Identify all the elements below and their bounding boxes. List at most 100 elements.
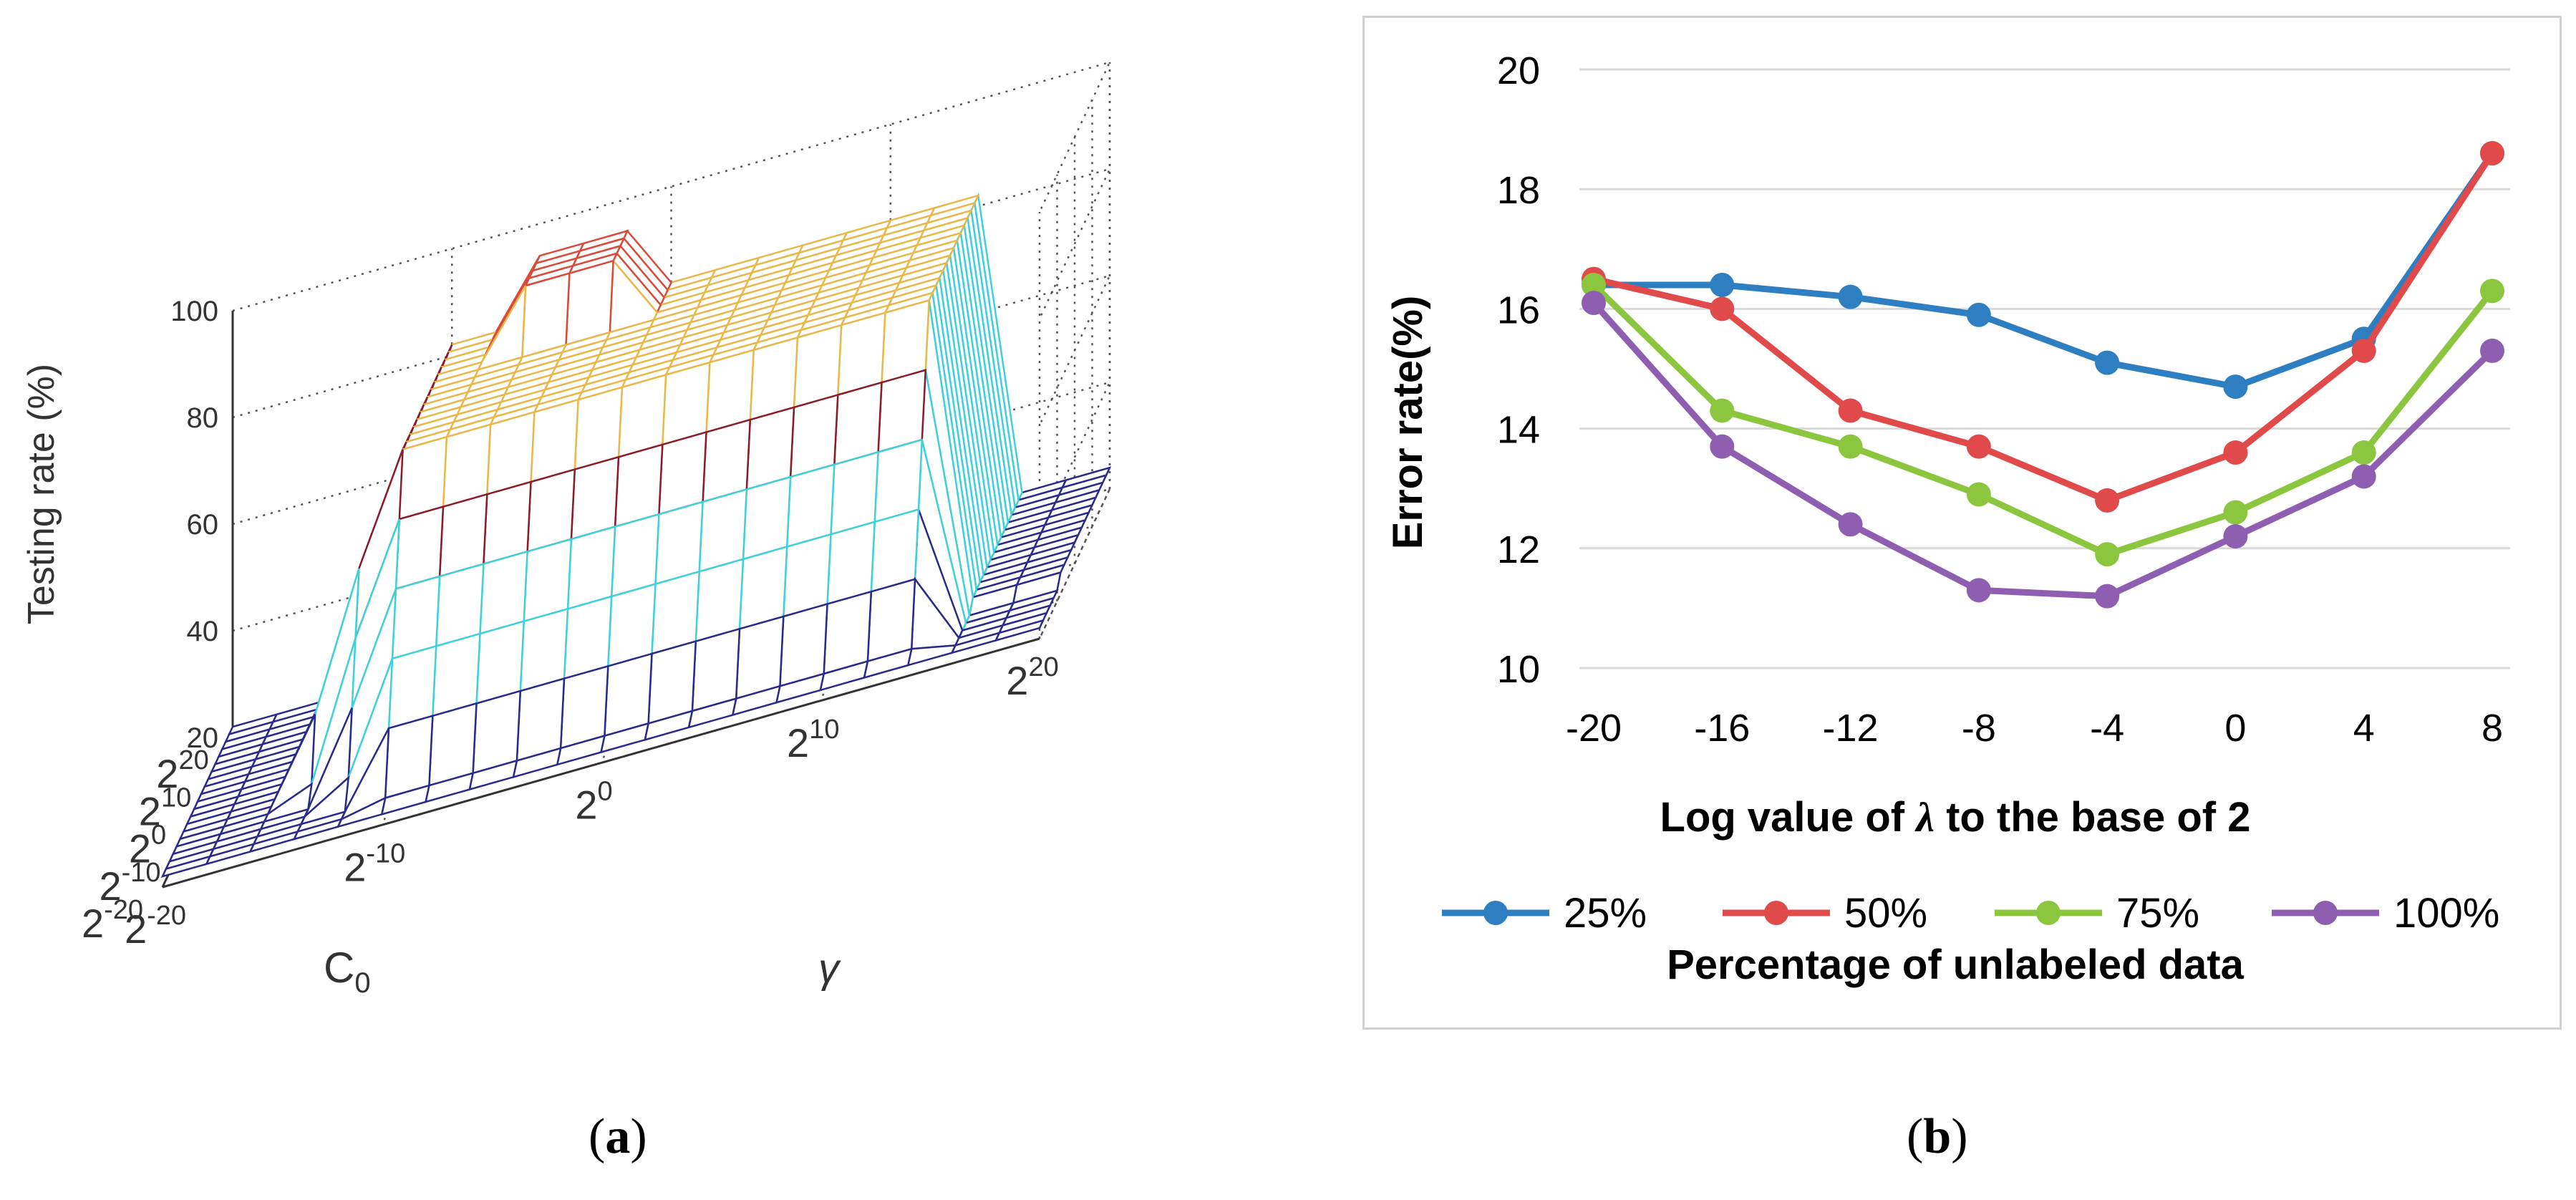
z-tick-label: 60 <box>187 509 219 541</box>
x-tick-label: -4 <box>2090 707 2124 750</box>
surface-cell <box>749 336 799 421</box>
data-point <box>1966 434 1991 459</box>
legend-entry: 50% <box>1723 890 1927 937</box>
tick-exponent: 10 <box>809 715 839 745</box>
tick-exponent: -20 <box>147 901 186 931</box>
line-chart: 10 12 14 16 18 20 -20 -16 -12 -8 -4 0 4 8 Error rate… <box>1385 49 2510 988</box>
y-axis-line <box>162 637 1040 889</box>
data-point <box>1966 482 1991 507</box>
data-point <box>1838 398 1863 423</box>
legend-entry: 75% <box>1995 890 2199 937</box>
legend-entry: 25% <box>1442 890 1647 937</box>
surface-cell <box>428 702 478 787</box>
surface-cell <box>476 285 527 372</box>
tick-exponent: 20 <box>178 745 208 775</box>
surface-cell <box>565 259 614 347</box>
tick-base: 2 <box>787 720 809 765</box>
tick-exponent: 0 <box>598 777 613 807</box>
caption-a-letter: a <box>605 1109 631 1164</box>
x-axis-label: C0 <box>324 944 371 999</box>
surface-cell <box>610 513 660 598</box>
x-axis-label-suffix: to the base of 2 <box>1935 794 2251 841</box>
surface-cell <box>873 438 924 523</box>
legend-swatch-marker <box>1483 901 1508 925</box>
series-line <box>1591 282 2495 558</box>
z-tick-label: 100 <box>170 296 218 327</box>
surface-cell <box>906 644 957 667</box>
data-point <box>2351 440 2376 465</box>
x-tick-label: 0 <box>2224 707 2246 750</box>
caption-b: (b) <box>1907 1109 1968 1164</box>
x-axis-label-prefix: Log value of <box>1660 794 1917 841</box>
data-point <box>1838 434 1863 459</box>
legend-swatch-marker <box>2313 901 2338 925</box>
legend-title: Percentage of unlabeled data <box>1667 942 2245 988</box>
surface-cell <box>779 602 828 687</box>
data-point <box>2223 524 2248 549</box>
data-point <box>1582 291 1606 316</box>
legend: 25% 50% 75% 100% <box>1442 890 2499 937</box>
y-tick-label: 12 <box>1497 528 1540 571</box>
surface-cell <box>398 435 448 521</box>
data-point <box>1838 284 1863 309</box>
data-point <box>1710 398 1735 423</box>
data-point <box>1966 302 1991 327</box>
y-tick-labels: 10 12 14 16 18 20 <box>1497 49 1540 691</box>
series-line <box>1594 151 2495 390</box>
x-tick-label: 220 <box>156 745 208 796</box>
series-75pct <box>1582 272 2504 567</box>
y-tick-label: 20 <box>575 777 612 828</box>
legend-label: 75% <box>2116 890 2199 937</box>
legend-label: 25% <box>1564 890 1647 937</box>
data-point <box>2223 440 2248 465</box>
surface-cell <box>604 652 653 737</box>
tick-base: 2 <box>156 751 178 796</box>
tick-exponent: 0 <box>151 821 166 851</box>
tick-base: 2 <box>82 901 104 946</box>
y-tick-label: 20 <box>1497 49 1540 92</box>
legend-label: 50% <box>1844 890 1927 937</box>
surface-cell <box>698 488 748 573</box>
surface-cell <box>520 272 571 359</box>
surface-cell <box>866 578 916 663</box>
y-tick-label: 210 <box>787 715 839 765</box>
legend-swatch-marker <box>1764 901 1788 925</box>
y-tick-label: 220 <box>1006 652 1058 703</box>
series-50pct <box>1582 141 2504 513</box>
z-tick-label: 40 <box>187 616 219 647</box>
series-line <box>1591 301 2495 600</box>
data-point <box>2095 350 2120 375</box>
x-tick-label: 8 <box>2481 707 2503 750</box>
surface-mesh <box>160 192 1112 879</box>
z-axis-label: Testing rate (%) <box>21 364 62 624</box>
caption-b-letter: b <box>1923 1109 1952 1164</box>
surface-cell <box>515 677 566 763</box>
x-tick-label: -20 <box>1566 707 1622 750</box>
surface-cell <box>435 563 485 648</box>
surface-cell <box>651 570 701 655</box>
tick-base: 2 <box>1006 658 1028 703</box>
z-tick-labels: 20 40 60 80 100 <box>170 296 218 754</box>
surface-cell <box>691 627 741 712</box>
surface-cell <box>563 595 613 680</box>
tick-base: 2 <box>139 788 161 833</box>
data-point <box>1838 512 1863 537</box>
data-point <box>1710 272 1735 297</box>
surface-cell <box>523 538 573 623</box>
tick-base: 2 <box>125 906 147 952</box>
surface-cell <box>526 468 576 553</box>
y-tick-label: 2-10 <box>344 838 405 889</box>
series-line <box>1592 151 2495 504</box>
y-axis-label: Error rate(%) <box>1385 296 1431 550</box>
tick-base: 2 <box>129 826 151 871</box>
x-tick-label: -8 <box>1962 707 1996 750</box>
y-tick-label: 2-20 <box>125 901 186 952</box>
x-axis-label-main: C <box>324 944 354 992</box>
surface-cell <box>614 443 664 528</box>
x-tick-label: 210 <box>139 783 191 833</box>
surface-cell <box>661 361 711 446</box>
surface-cell <box>785 463 836 548</box>
series-lines <box>1582 141 2504 609</box>
